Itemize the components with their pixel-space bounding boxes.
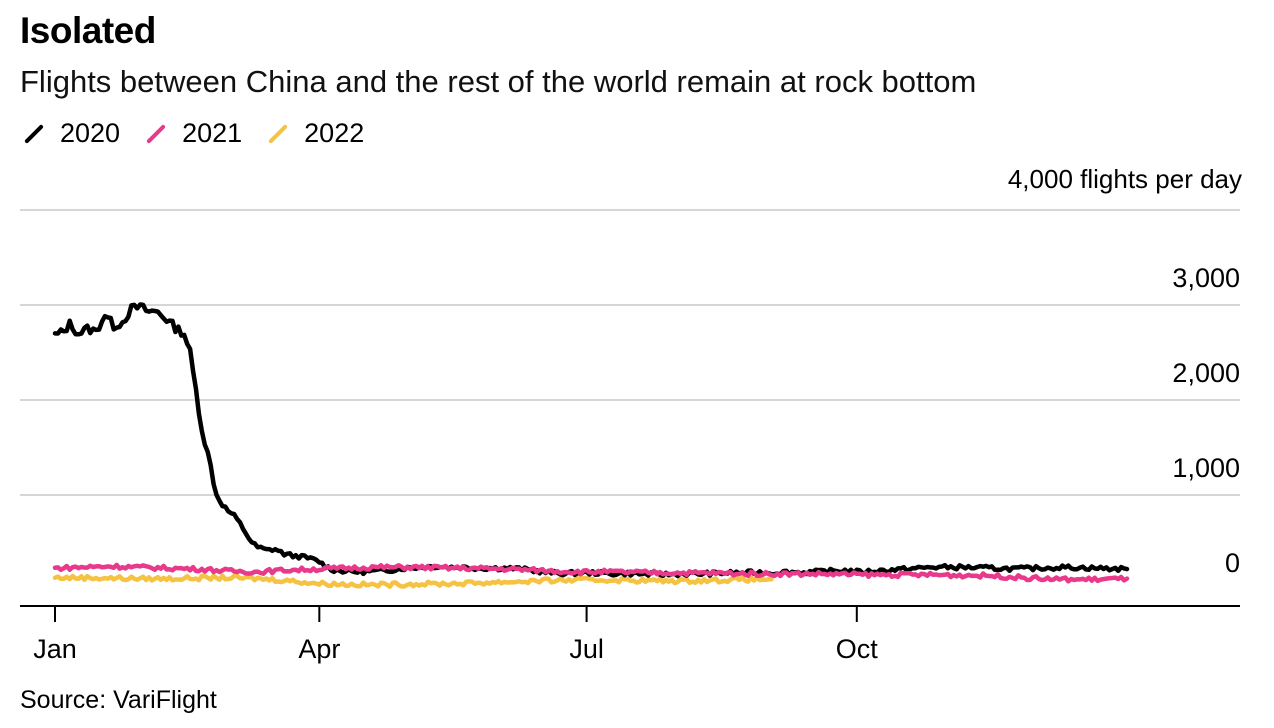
source-note: Source: VariFlight: [20, 686, 217, 714]
series-line-2022: [52, 573, 774, 589]
chart-title: Isolated: [20, 10, 156, 51]
legend-label-2020: 2020: [60, 118, 121, 148]
legend-label-2022: 2022: [304, 118, 365, 148]
y-tick-label-1000: 1,000: [1172, 453, 1240, 483]
chart-subtitle: Flights between China and the rest of th…: [20, 64, 977, 99]
x-tick-label-jul: Jul: [569, 634, 604, 664]
y-tick-label-0: 0: [1225, 548, 1240, 578]
series-line-2020: [52, 302, 1130, 579]
y-tick-label-3000: 3,000: [1172, 263, 1240, 293]
legend-item-2021: 2021: [142, 118, 242, 149]
legend-item-2020: 2020: [20, 118, 120, 149]
x-tick-label-apr: Apr: [298, 634, 340, 664]
legend-label-2021: 2021: [182, 118, 243, 148]
series-line-2021: [52, 562, 1130, 584]
y-unit-label: 4,000 flights per day: [1007, 164, 1242, 194]
legend-item-2022: 2022: [264, 118, 364, 149]
y-tick-label-2000: 2,000: [1172, 358, 1240, 388]
x-tick-label-oct: Oct: [836, 634, 879, 664]
x-tick-label-jan: Jan: [33, 634, 77, 664]
legend: 2020 2021 2022: [20, 118, 386, 149]
